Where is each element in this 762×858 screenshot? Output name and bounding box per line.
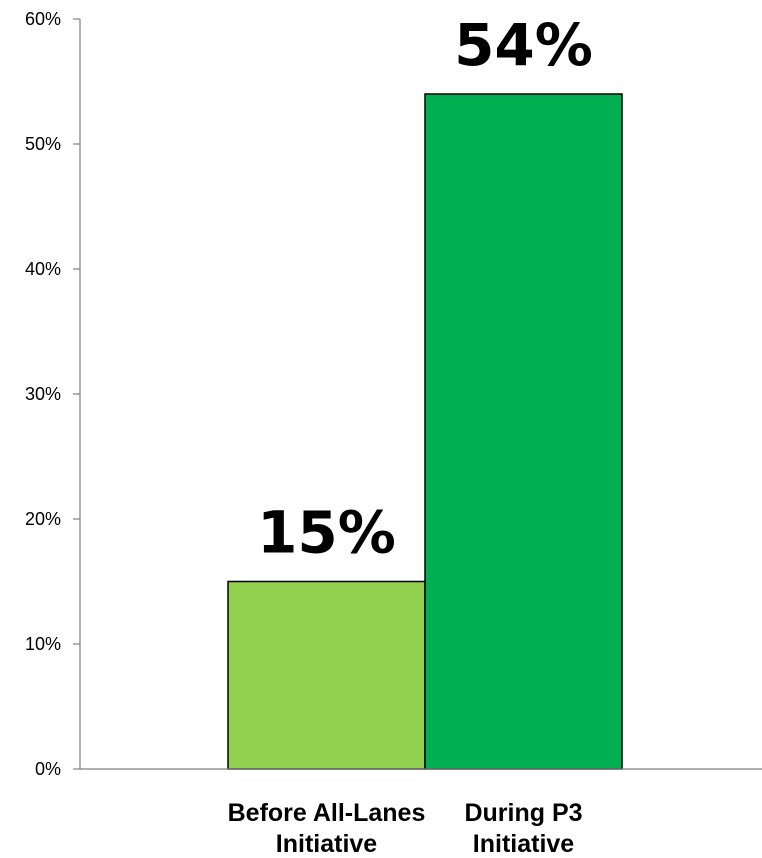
y-tick-label: 60%	[25, 9, 61, 29]
y-tick-label: 50%	[25, 134, 61, 154]
bar	[424, 93, 623, 770]
category-label: During P3 Initiative	[464, 799, 582, 858]
data-label: 54%	[454, 11, 593, 79]
bars	[227, 93, 623, 770]
y-tick-label: 0%	[35, 759, 61, 779]
data-labels: 15% 54%	[257, 11, 593, 567]
y-tick-label: 30%	[25, 384, 61, 404]
bar	[227, 580, 426, 770]
x-axis: Before All-Lanes Initiative During P3 Initi…	[80, 768, 762, 858]
category-label: Before All-Lanes Initiative	[228, 799, 426, 858]
data-label: 15%	[257, 499, 396, 567]
y-axis: 0% 10% 20% 30% 40% 50% 60%	[25, 9, 81, 779]
y-tick-label: 20%	[25, 509, 61, 529]
y-tick-label: 10%	[25, 634, 61, 654]
y-tick-label: 40%	[25, 259, 61, 279]
